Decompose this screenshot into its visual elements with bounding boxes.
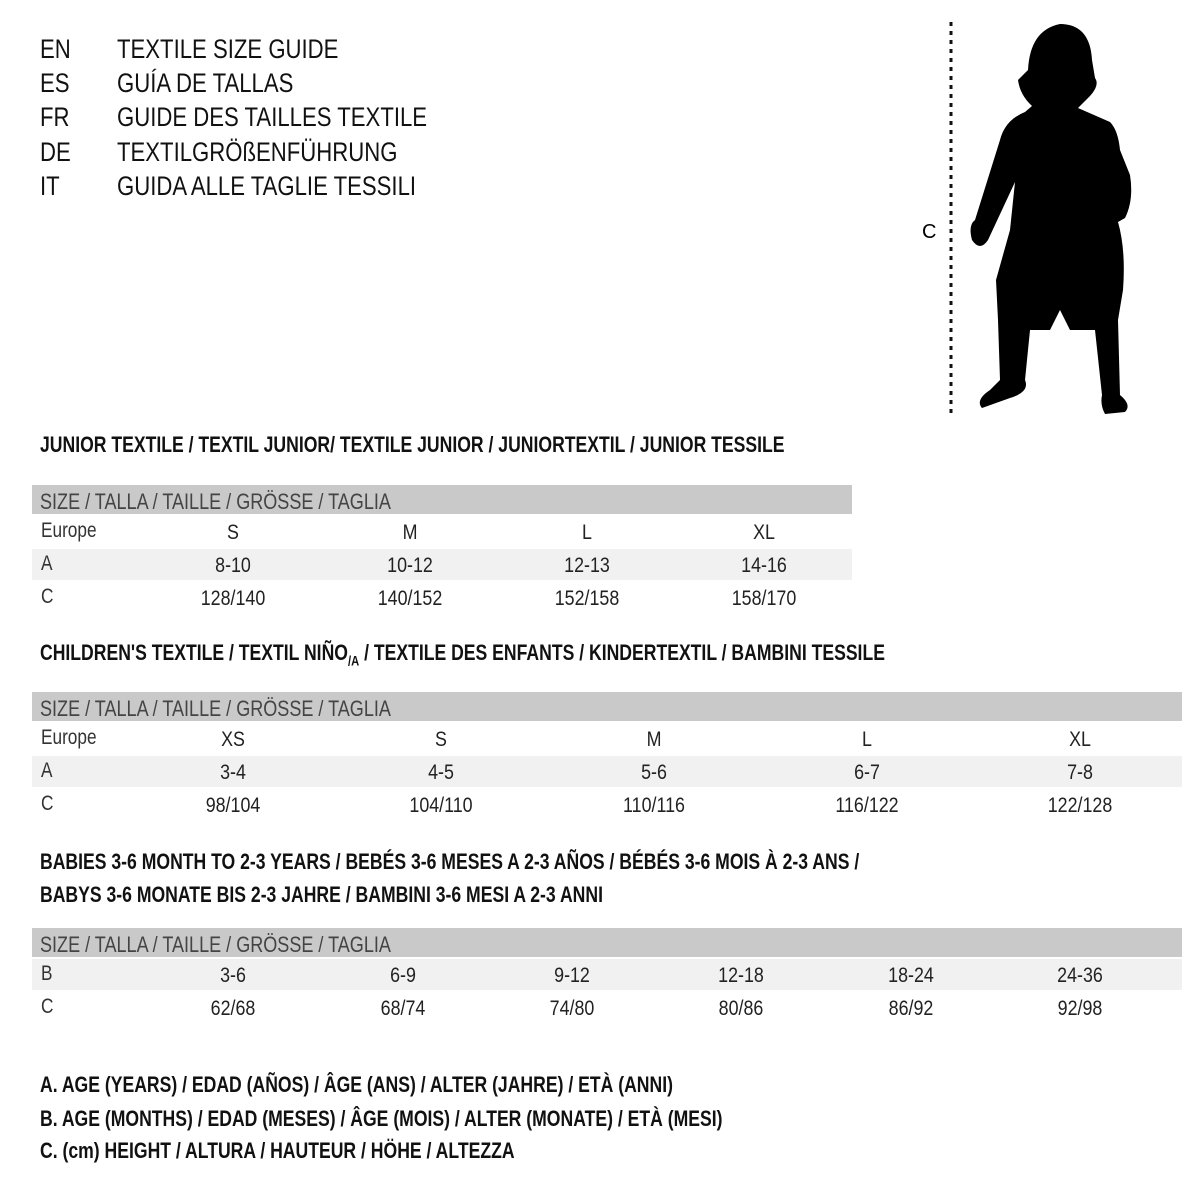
table-cell: 158/170 [731,587,797,610]
table-cell: 92/98 [1057,997,1103,1020]
legend-line: C. (cm) HEIGHT / ALTURA / HAUTEUR / HÖHE… [40,1138,515,1163]
table-cell: XL [1069,728,1091,751]
title-subscript: /A [347,652,360,669]
table-row: Europe S M L XL [32,516,852,547]
section-title-babies-line2: BABYS 3-6 MONATE BIS 2-3 JAHRE / BAMBINI… [40,882,603,907]
size-header-label: SIZE / TALLA / TAILLE / GRÖSSE / TAGLIA [40,489,391,514]
section-title-junior: JUNIOR TEXTILE / TEXTIL JUNIOR/ TEXTILE … [40,432,785,457]
language-code: IT [40,171,60,201]
table-cell: 12-18 [718,964,764,987]
language-code: EN [40,34,71,64]
table-cell: 104/110 [409,794,473,817]
table-cell: 98/104 [205,794,261,817]
table-cell: 12-13 [564,554,610,577]
row-label: B [41,962,53,985]
table-cell: S [227,521,239,544]
language-code: FR [40,102,70,132]
table-cell: 5-6 [641,761,667,784]
row-label: A [41,759,53,782]
table-cell: 8-10 [215,554,251,577]
table-cell: 14-16 [741,554,787,577]
table-cell: 62/68 [210,997,256,1020]
table-cell: L [862,728,872,751]
table-cell: 6-9 [390,964,416,987]
table-cell: 3-4 [220,761,246,784]
guide-title: GUIDA ALLE TAGLIE TESSILI [117,171,417,201]
table-row: C 62/68 68/74 74/80 80/86 86/92 92/98 [32,992,1182,1023]
table-cell: 18-24 [888,964,934,987]
table-cell: 7-8 [1067,761,1093,784]
table-cell: 74/80 [549,997,595,1020]
figure-label: C [922,221,936,243]
guide-title: TEXTILE SIZE GUIDE [117,34,339,64]
row-label: Europe [41,726,97,749]
language-code: ES [40,68,70,98]
table-cell: XS [221,728,245,751]
title-part: / TEXTILE DES ENFANTS / KINDERTEXTIL / B… [359,640,885,665]
row-label: C [41,792,54,815]
table-cell: 122/128 [1047,794,1113,817]
table-cell: 4-5 [428,761,454,784]
table-cell: 110/116 [623,794,685,817]
row-label: Europe [41,519,97,542]
table-cell: 3-6 [220,964,246,987]
table-cell: 10-12 [387,554,433,577]
guide-title: TEXTILGRÖßENFÜHRUNG [117,137,398,167]
row-label: C [41,995,54,1018]
size-header-bar: SIZE / TALLA / TAILLE / GRÖSSE / TAGLIA [32,692,1182,721]
guide-title: GUIDE DES TAILLES TEXTILE [117,102,428,132]
table-cell: 152/158 [554,587,620,610]
table-row: C 98/104 104/110 110/116 116/122 122/128 [32,789,1182,820]
table-row: A 8-10 10-12 12-13 14-16 [32,549,852,580]
legend-line: A. AGE (YEARS) / EDAD (AÑOS) / ÂGE (ANS)… [40,1072,673,1097]
table-cell: 116/122 [835,794,899,817]
table-row: B 3-6 6-9 9-12 12-18 18-24 24-36 [32,959,1182,990]
guide-title: GUÍA DE TALLAS [117,68,294,98]
table-row: A 3-4 4-5 5-6 6-7 7-8 [32,756,1182,787]
title-part: CHILDREN'S TEXTILE / TEXTIL NIÑO [40,640,348,665]
table-cell: M [402,521,418,544]
table-cell: L [582,521,592,544]
size-header-bar: SIZE / TALLA / TAILLE / GRÖSSE / TAGLIA [32,928,1182,957]
table-cell: 9-12 [554,964,590,987]
table-cell: S [435,728,447,751]
table-cell: 86/92 [888,997,934,1020]
size-header-label: SIZE / TALLA / TAILLE / GRÖSSE / TAGLIA [40,932,391,957]
table-cell: XL [753,521,775,544]
row-label: A [41,552,53,575]
child-silhouette-icon: C [922,22,1132,414]
table-cell: 128/140 [200,587,266,610]
table-cell: 140/152 [377,587,443,610]
table-cell: 68/74 [380,997,426,1020]
legend-line: B. AGE (MONTHS) / EDAD (MESES) / ÂGE (MO… [40,1106,723,1131]
table-cell: 24-36 [1057,964,1103,987]
table-row: Europe XS S M L XL [32,723,1182,754]
section-title-babies-line1: BABIES 3-6 MONTH TO 2-3 YEARS / BEBÉS 3-… [40,849,860,874]
row-label: C [41,585,54,608]
table-cell: 6-7 [854,761,880,784]
language-code: DE [40,137,71,167]
size-header-bar: SIZE / TALLA / TAILLE / GRÖSSE / TAGLIA [32,485,852,514]
table-cell: M [646,728,662,751]
section-title-children: CHILDREN'S TEXTILE / TEXTIL NIÑO/A / TEX… [40,640,885,669]
size-header-label: SIZE / TALLA / TAILLE / GRÖSSE / TAGLIA [40,696,391,721]
table-cell: 80/86 [718,997,764,1020]
table-row: C 128/140 140/152 152/158 158/170 [32,582,852,613]
